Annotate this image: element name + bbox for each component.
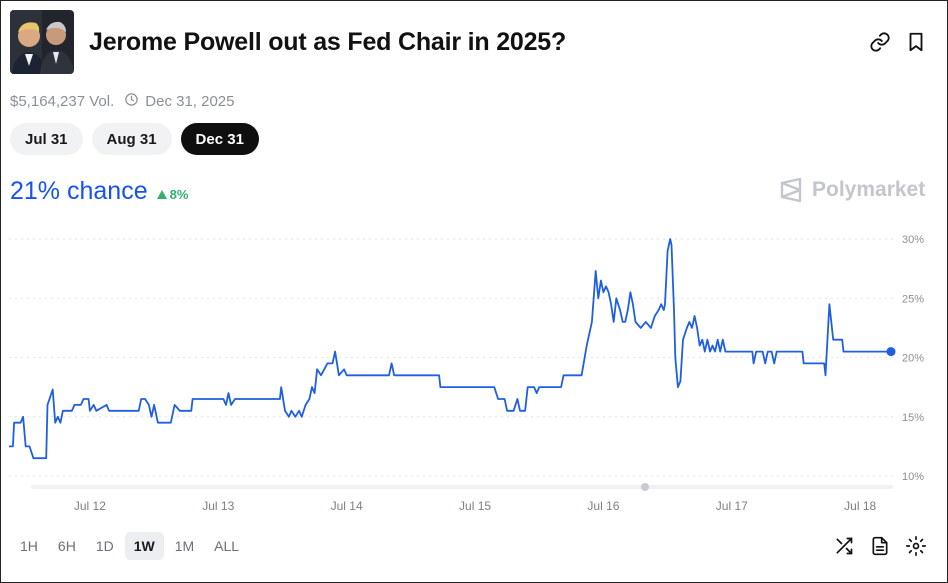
chance-display: 21% chance 8% bbox=[10, 177, 188, 206]
tab-aug-31[interactable]: Aug 31 bbox=[91, 123, 172, 155]
shuffle-icon[interactable] bbox=[834, 536, 854, 556]
portrait-image-icon bbox=[10, 10, 74, 74]
link-icon[interactable] bbox=[869, 31, 891, 53]
clock-icon bbox=[124, 92, 139, 111]
chance-text: 21% chance bbox=[10, 177, 148, 205]
brand-logo: Polymarket bbox=[779, 177, 925, 203]
price-chart[interactable]: 10% 15% 20% 25% 30% Jul 12 Jul 13 Jul 14 Jul 15 J… bbox=[1, 221, 948, 521]
x-tick-label: Jul 16 bbox=[587, 499, 619, 513]
delta-text: 8% bbox=[169, 187, 189, 202]
end-date-text: Dec 31, 2025 bbox=[145, 93, 235, 110]
range-1m[interactable]: 1M bbox=[174, 538, 195, 554]
x-tick-label: Jul 18 bbox=[844, 499, 876, 513]
x-tick-label: Jul 13 bbox=[202, 499, 234, 513]
series-line bbox=[9, 238, 891, 460]
gear-icon[interactable] bbox=[906, 536, 926, 556]
time-range-selector: 1H 6H 1D 1W 1M ALL bbox=[11, 532, 248, 560]
x-tick-label: Jul 15 bbox=[459, 499, 491, 513]
market-thumbnail bbox=[10, 10, 74, 74]
y-tick-label: 10% bbox=[902, 471, 924, 483]
delta-badge: 8% bbox=[156, 187, 189, 202]
market-title: Jerome Powell out as Fed Chair in 2025? bbox=[89, 28, 567, 56]
end-point-marker bbox=[886, 347, 896, 357]
bookmark-icon[interactable] bbox=[905, 31, 927, 53]
x-tick-label: Jul 17 bbox=[716, 499, 748, 513]
y-tick-label: 15% bbox=[902, 412, 924, 424]
brand-name: Polymarket bbox=[812, 178, 926, 201]
market-meta: $5,164,237 Vol. Dec 31, 2025 bbox=[10, 92, 235, 111]
range-1w[interactable]: 1W bbox=[124, 532, 164, 560]
x-tick-label: Jul 14 bbox=[331, 499, 363, 513]
y-tick-label: 25% bbox=[902, 293, 924, 305]
scrollbar-track bbox=[31, 485, 893, 489]
triangle-up-icon bbox=[156, 190, 167, 199]
y-tick-label: 30% bbox=[902, 234, 924, 246]
outcome-tabs: Jul 31 Aug 31 Dec 31 bbox=[10, 123, 259, 155]
polymarket-logo-icon bbox=[780, 177, 802, 203]
range-6h[interactable]: 6H bbox=[57, 538, 76, 554]
scrollbar-handle bbox=[641, 483, 649, 491]
range-all[interactable]: ALL bbox=[214, 538, 240, 554]
range-1d[interactable]: 1D bbox=[95, 538, 114, 554]
tab-jul-31[interactable]: Jul 31 bbox=[10, 123, 83, 155]
tab-dec-31[interactable]: Dec 31 bbox=[180, 123, 259, 155]
range-1h[interactable]: 1H bbox=[20, 538, 38, 554]
document-icon[interactable] bbox=[870, 536, 890, 556]
volume-text: $5,164,237 Vol. bbox=[10, 93, 115, 110]
y-tick-label: 20% bbox=[902, 353, 924, 365]
x-tick-label: Jul 12 bbox=[74, 499, 106, 513]
